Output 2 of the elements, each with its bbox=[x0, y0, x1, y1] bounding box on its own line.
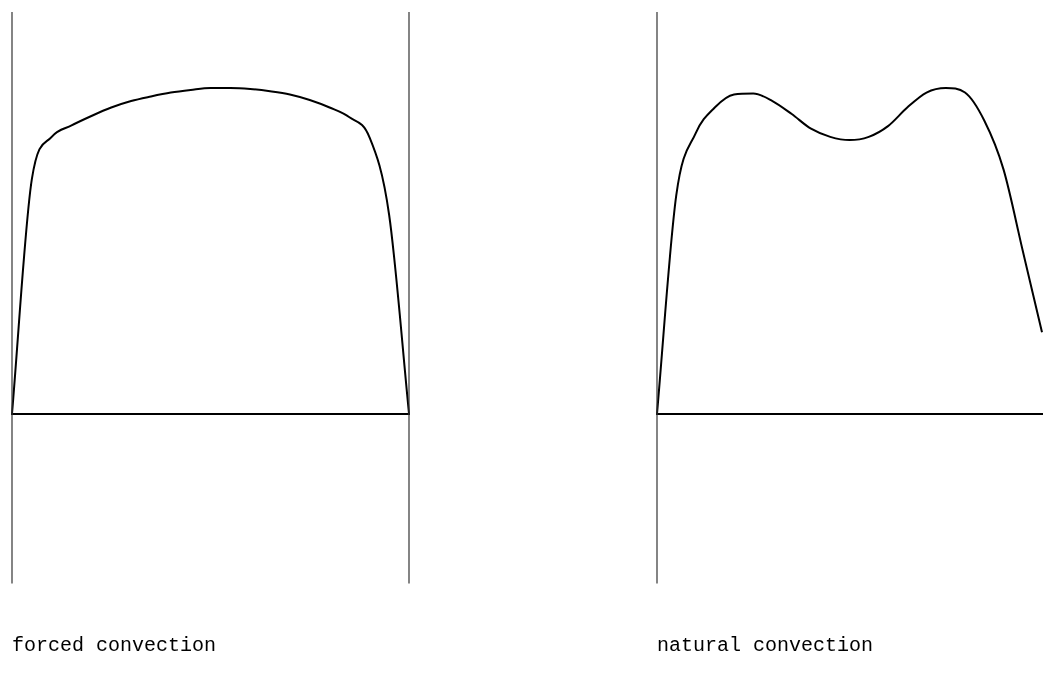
x-axis-title: natural convection bbox=[657, 634, 874, 658]
x-axis-title: forced convection bbox=[12, 634, 217, 658]
